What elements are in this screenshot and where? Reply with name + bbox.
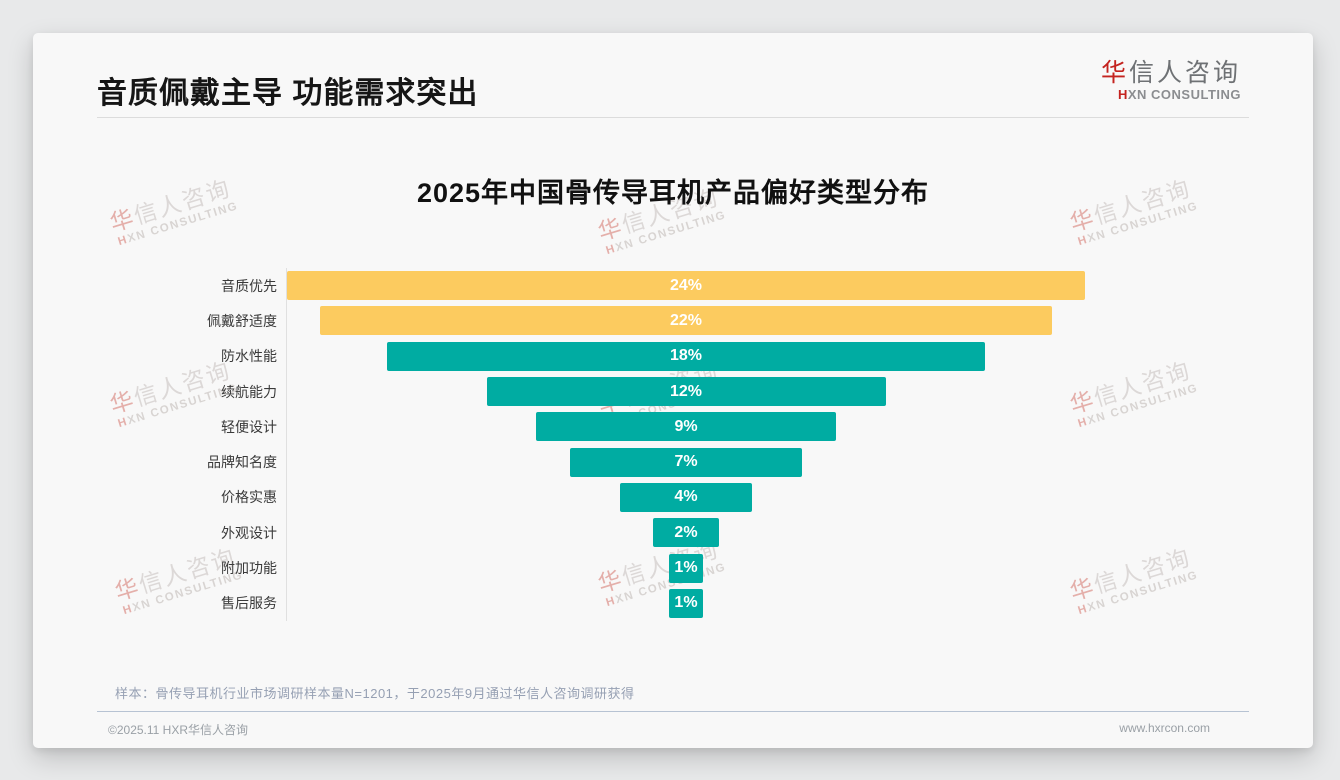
bar: 7%: [569, 447, 803, 477]
bar: 9%: [536, 412, 836, 442]
footer: ©2025.11 HXR华信人咨询 www.hxrcon.com: [97, 711, 1249, 738]
chart-row: 佩戴舒适度 22%: [33, 303, 1085, 338]
bar: 1%: [669, 588, 703, 618]
category-label: 售后服务: [221, 595, 277, 612]
chart-row: 外观设计 2%: [33, 515, 1085, 550]
bar-zone: 1%: [287, 588, 1085, 618]
bar: 24%: [287, 271, 1085, 301]
bar-zone: 1%: [287, 553, 1085, 583]
bar-zone: 12%: [287, 377, 1085, 407]
category-label: 续航能力: [221, 383, 277, 400]
header: 音质佩戴主导 功能需求突出: [97, 75, 1249, 118]
bar-value-label: 18%: [669, 347, 703, 365]
logo-english-name: HXN CONSULTING: [1101, 86, 1241, 103]
category-label: 音质优先: [221, 277, 277, 294]
chart-title: 2025年中国骨传导耳机产品偏好类型分布: [416, 178, 930, 208]
bar-zone: 18%: [287, 341, 1085, 371]
bar-value-label: 4%: [674, 488, 698, 506]
bar-value-label: 9%: [674, 417, 698, 435]
logo-gray-letters: XN CONSULTING: [1127, 86, 1241, 102]
category-label: 轻便设计: [221, 418, 277, 435]
funnel-bar-chart: 音质优先 24% 佩戴舒适度 22% 防水性能 18% 续航能力 12% 轻便设计 9% 品牌知名度…: [33, 268, 1085, 621]
company-logo: 华信人咨询 HXN CONSULTING: [1101, 59, 1241, 103]
bar-value-label: 22%: [669, 311, 703, 329]
chart-row: 附加功能 1%: [33, 550, 1085, 585]
watermark-line1: 华信人咨询: [1066, 356, 1195, 419]
logo-chinese-name: 华信人咨询: [1101, 59, 1241, 88]
bar: 4%: [619, 482, 753, 512]
watermark-line2: HXN CONSULTING: [1076, 568, 1200, 617]
bar-value-label: 1%: [674, 559, 698, 577]
bar: 2%: [652, 518, 720, 548]
watermark-line2: HXN CONSULTING: [604, 208, 728, 257]
bar-zone: 4%: [287, 482, 1085, 512]
bar: 1%: [669, 553, 703, 583]
chart-row: 品牌知名度 7%: [33, 444, 1085, 479]
bar-zone: 7%: [287, 447, 1085, 477]
category-label: 价格实惠: [221, 489, 277, 506]
chart-row: 续航能力 12%: [33, 374, 1085, 409]
chart-row: 售后服务 1%: [33, 586, 1085, 621]
bar-zone: 9%: [287, 412, 1085, 442]
logo-red-letter: H: [1117, 86, 1128, 102]
logo-red-char: 华: [1100, 59, 1129, 87]
category-label: 外观设计: [221, 524, 277, 541]
footer-row: ©2025.11 HXR华信人咨询 www.hxrcon.com: [97, 712, 1249, 738]
bar-value-label: 12%: [669, 382, 703, 400]
header-divider: [97, 117, 1249, 118]
category-label: 防水性能: [221, 348, 277, 365]
copyright-text: ©2025.11 HXR华信人咨询: [108, 723, 248, 737]
watermark-line2: HXN CONSULTING: [1076, 381, 1200, 430]
category-label: 附加功能: [221, 560, 277, 577]
category-label: 品牌知名度: [207, 454, 277, 471]
bar-value-label: 24%: [669, 276, 703, 294]
logo-gray-chars: 信人咨询: [1128, 59, 1241, 87]
chart-row: 价格实惠 4%: [33, 480, 1085, 515]
bar-zone: 22%: [287, 306, 1085, 336]
bar: 18%: [386, 341, 986, 371]
bar: 12%: [486, 377, 886, 407]
category-label: 佩戴舒适度: [207, 312, 277, 329]
bar-value-label: 1%: [674, 594, 698, 612]
bar-value-label: 2%: [674, 523, 698, 541]
report-card: 华信人咨询 HXN CONSULTING 华信人咨询 HXN CONSULTING 华信…: [33, 33, 1313, 748]
bar-value-label: 7%: [674, 453, 698, 471]
bar-zone: 24%: [287, 271, 1085, 301]
y-axis-line: [286, 268, 287, 621]
chart-row: 音质优先 24%: [33, 268, 1085, 303]
sample-note: 样本：骨传导耳机行业市场调研样本量N=1201，于2025年9月通过华信人咨询调…: [115, 686, 635, 701]
chart-row: 防水性能 18%: [33, 339, 1085, 374]
chart-row: 轻便设计 9%: [33, 409, 1085, 444]
page-title: 音质佩戴主导 功能需求突出: [97, 77, 479, 110]
watermark-line1: 华信人咨询: [1066, 543, 1195, 606]
bar-zone: 2%: [287, 518, 1085, 548]
bar: 22%: [320, 306, 1052, 336]
website-url: www.hxrcon.com: [1119, 721, 1210, 735]
